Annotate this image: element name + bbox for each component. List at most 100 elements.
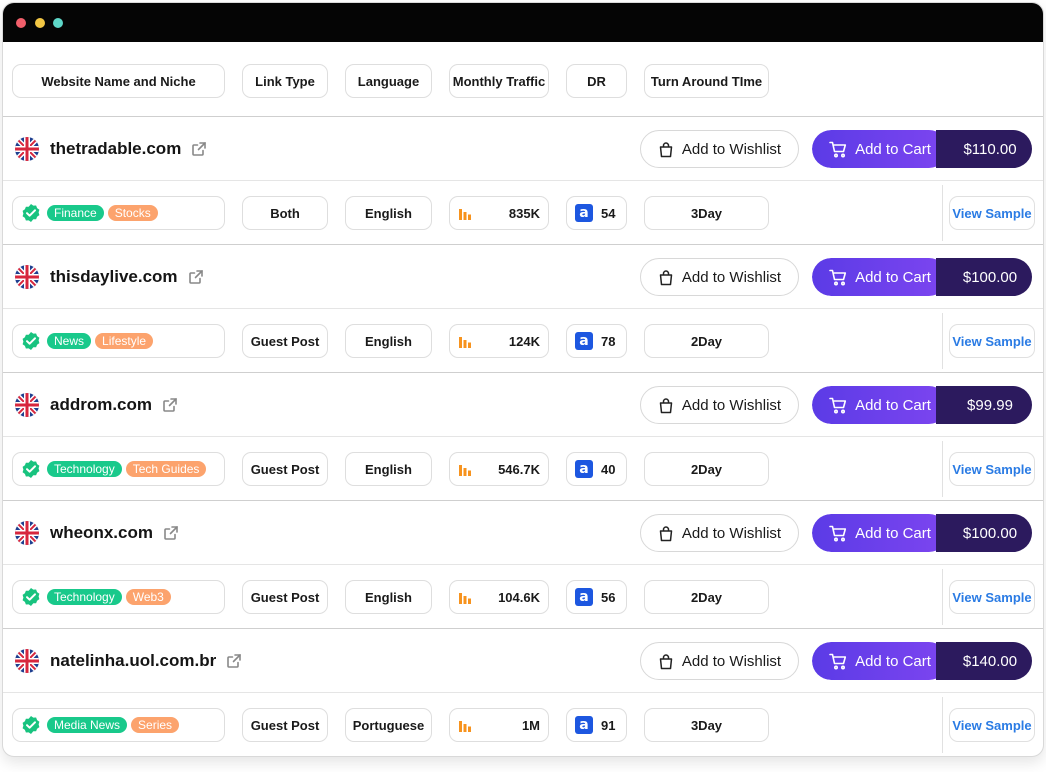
dr-pill: a 40 xyxy=(566,452,627,486)
external-link-icon[interactable] xyxy=(188,269,204,285)
dr-value: 54 xyxy=(601,205,616,221)
verified-check-icon xyxy=(22,332,40,350)
bar-chart-icon xyxy=(459,209,471,220)
link-type-value: Guest Post xyxy=(242,708,328,742)
shopping-bag-icon xyxy=(659,525,673,541)
cart-group: Add to Cart $100.00 xyxy=(812,514,1032,552)
niche-pill: Technology Tech Guides xyxy=(12,452,225,486)
ahrefs-a-icon: a xyxy=(575,332,593,350)
site-details-row: Finance Stocks Both English 835K a 54 3D… xyxy=(3,181,1043,245)
verified-check-icon xyxy=(22,204,40,222)
niche-tag-secondary: Web3 xyxy=(125,589,171,605)
cart-group: Add to Cart $140.00 xyxy=(812,642,1032,680)
monthly-traffic-value: 1M xyxy=(521,717,540,733)
add-to-wishlist-button[interactable]: Add to Wishlist xyxy=(640,386,799,424)
add-to-cart-button[interactable]: Add to Cart xyxy=(812,130,948,168)
niche-tag-secondary: Series xyxy=(131,717,180,733)
language-value: English xyxy=(345,452,432,486)
add-to-cart-button[interactable]: Add to Cart xyxy=(812,514,948,552)
uk-flag-icon xyxy=(15,521,39,545)
traffic-pill: 546.7K xyxy=(449,452,549,486)
table-header: Website Name and Niche Link Type Languag… xyxy=(3,42,1043,117)
add-to-wishlist-button[interactable]: Add to Wishlist xyxy=(640,258,799,296)
add-to-wishlist-button[interactable]: Add to Wishlist xyxy=(640,514,799,552)
external-link-icon[interactable] xyxy=(163,525,179,541)
turnaround-time-value: 2Day xyxy=(644,580,769,614)
external-link-icon[interactable] xyxy=(162,397,178,413)
site-row: addrom.com Add to Wishlist Add to Cart $… xyxy=(3,373,1043,437)
shopping-bag-icon xyxy=(659,397,673,413)
title-bar xyxy=(3,3,1043,42)
shopping-cart-icon xyxy=(829,525,847,542)
external-link-icon[interactable] xyxy=(226,653,242,669)
external-link-icon[interactable] xyxy=(191,141,207,157)
wishlist-label: Add to Wishlist xyxy=(681,396,782,414)
dr-value: 56 xyxy=(601,589,616,605)
header-website-name[interactable]: Website Name and Niche xyxy=(12,64,225,98)
close-window-button[interactable] xyxy=(16,18,26,28)
add-to-wishlist-button[interactable]: Add to Wishlist xyxy=(640,642,799,680)
site-details-row: Technology Web3 Guest Post English 104.6… xyxy=(3,565,1043,629)
niche-tag-secondary: Tech Guides xyxy=(125,461,207,477)
add-to-cart-label: Add to Cart xyxy=(855,268,931,286)
turnaround-time-value: 3Day xyxy=(644,196,769,230)
site-name-text: thisdaylive.com xyxy=(50,267,178,286)
add-to-cart-button[interactable]: Add to Cart xyxy=(812,642,948,680)
dr-value: 40 xyxy=(601,461,616,477)
site-name-text: thetradable.com xyxy=(50,139,182,158)
site-name-text: wheonx.com xyxy=(50,523,153,542)
language-value: English xyxy=(345,580,432,614)
verified-check-icon xyxy=(22,716,40,734)
shopping-bag-icon xyxy=(659,141,673,157)
view-sample-button[interactable]: View Sample xyxy=(949,580,1035,614)
site-name: addrom.com xyxy=(50,395,178,415)
link-type-value: Guest Post xyxy=(242,452,328,486)
header-monthly-traffic[interactable]: Monthly Traffic xyxy=(449,64,549,98)
column-divider xyxy=(942,441,943,497)
site-row: thetradable.com Add to Wishlist Add to C… xyxy=(3,117,1043,181)
turnaround-time-value: 2Day xyxy=(644,452,769,486)
add-to-cart-button[interactable]: Add to Cart xyxy=(812,386,948,424)
uk-flag-icon xyxy=(15,265,39,289)
dr-pill: a 54 xyxy=(566,196,627,230)
add-to-cart-label: Add to Cart xyxy=(855,652,931,670)
site-details-row: Technology Tech Guides Guest Post Englis… xyxy=(3,437,1043,501)
view-sample-button[interactable]: View Sample xyxy=(949,452,1035,486)
header-language[interactable]: Language xyxy=(345,64,432,98)
verified-check-icon xyxy=(22,588,40,606)
ahrefs-a-icon: a xyxy=(575,204,593,222)
bar-chart-icon xyxy=(459,721,471,732)
minimize-window-button[interactable] xyxy=(35,18,45,28)
view-sample-button[interactable]: View Sample xyxy=(949,196,1035,230)
header-dr[interactable]: DR xyxy=(566,64,627,98)
wishlist-label: Add to Wishlist xyxy=(681,140,782,158)
ahrefs-a-icon: a xyxy=(575,588,593,606)
add-to-cart-button[interactable]: Add to Cart xyxy=(812,258,948,296)
maximize-window-button[interactable] xyxy=(53,18,63,28)
niche-tag-primary: News xyxy=(47,333,92,349)
add-to-cart-label: Add to Cart xyxy=(855,140,931,158)
traffic-pill: 104.6K xyxy=(449,580,549,614)
site-details-row: Media News Series Guest Post Portuguese … xyxy=(3,693,1043,756)
niche-tag-secondary: Lifestyle xyxy=(95,333,154,349)
monthly-traffic-value: 546.7K xyxy=(498,461,540,477)
shopping-cart-icon xyxy=(829,397,847,414)
add-to-wishlist-button[interactable]: Add to Wishlist xyxy=(640,130,799,168)
header-link-type[interactable]: Link Type xyxy=(242,64,328,98)
site-name: thetradable.com xyxy=(50,139,207,159)
add-to-cart-label: Add to Cart xyxy=(855,396,931,414)
cart-group: Add to Cart $99.99 xyxy=(812,386,1032,424)
ahrefs-a-icon: a xyxy=(575,460,593,478)
site-row: wheonx.com Add to Wishlist Add to Cart $… xyxy=(3,501,1043,565)
bar-chart-icon xyxy=(459,465,471,476)
shopping-bag-icon xyxy=(659,269,673,285)
price-label: $110.00 xyxy=(936,130,1032,168)
view-sample-button[interactable]: View Sample xyxy=(949,324,1035,358)
view-sample-button[interactable]: View Sample xyxy=(949,708,1035,742)
monthly-traffic-value: 104.6K xyxy=(498,589,540,605)
header-turnaround-time[interactable]: Turn Around TIme xyxy=(644,64,769,98)
dr-pill: a 91 xyxy=(566,708,627,742)
app-window: Website Name and Niche Link Type Languag… xyxy=(2,2,1044,757)
traffic-pill: 835K xyxy=(449,196,549,230)
shopping-bag-icon xyxy=(659,653,673,669)
